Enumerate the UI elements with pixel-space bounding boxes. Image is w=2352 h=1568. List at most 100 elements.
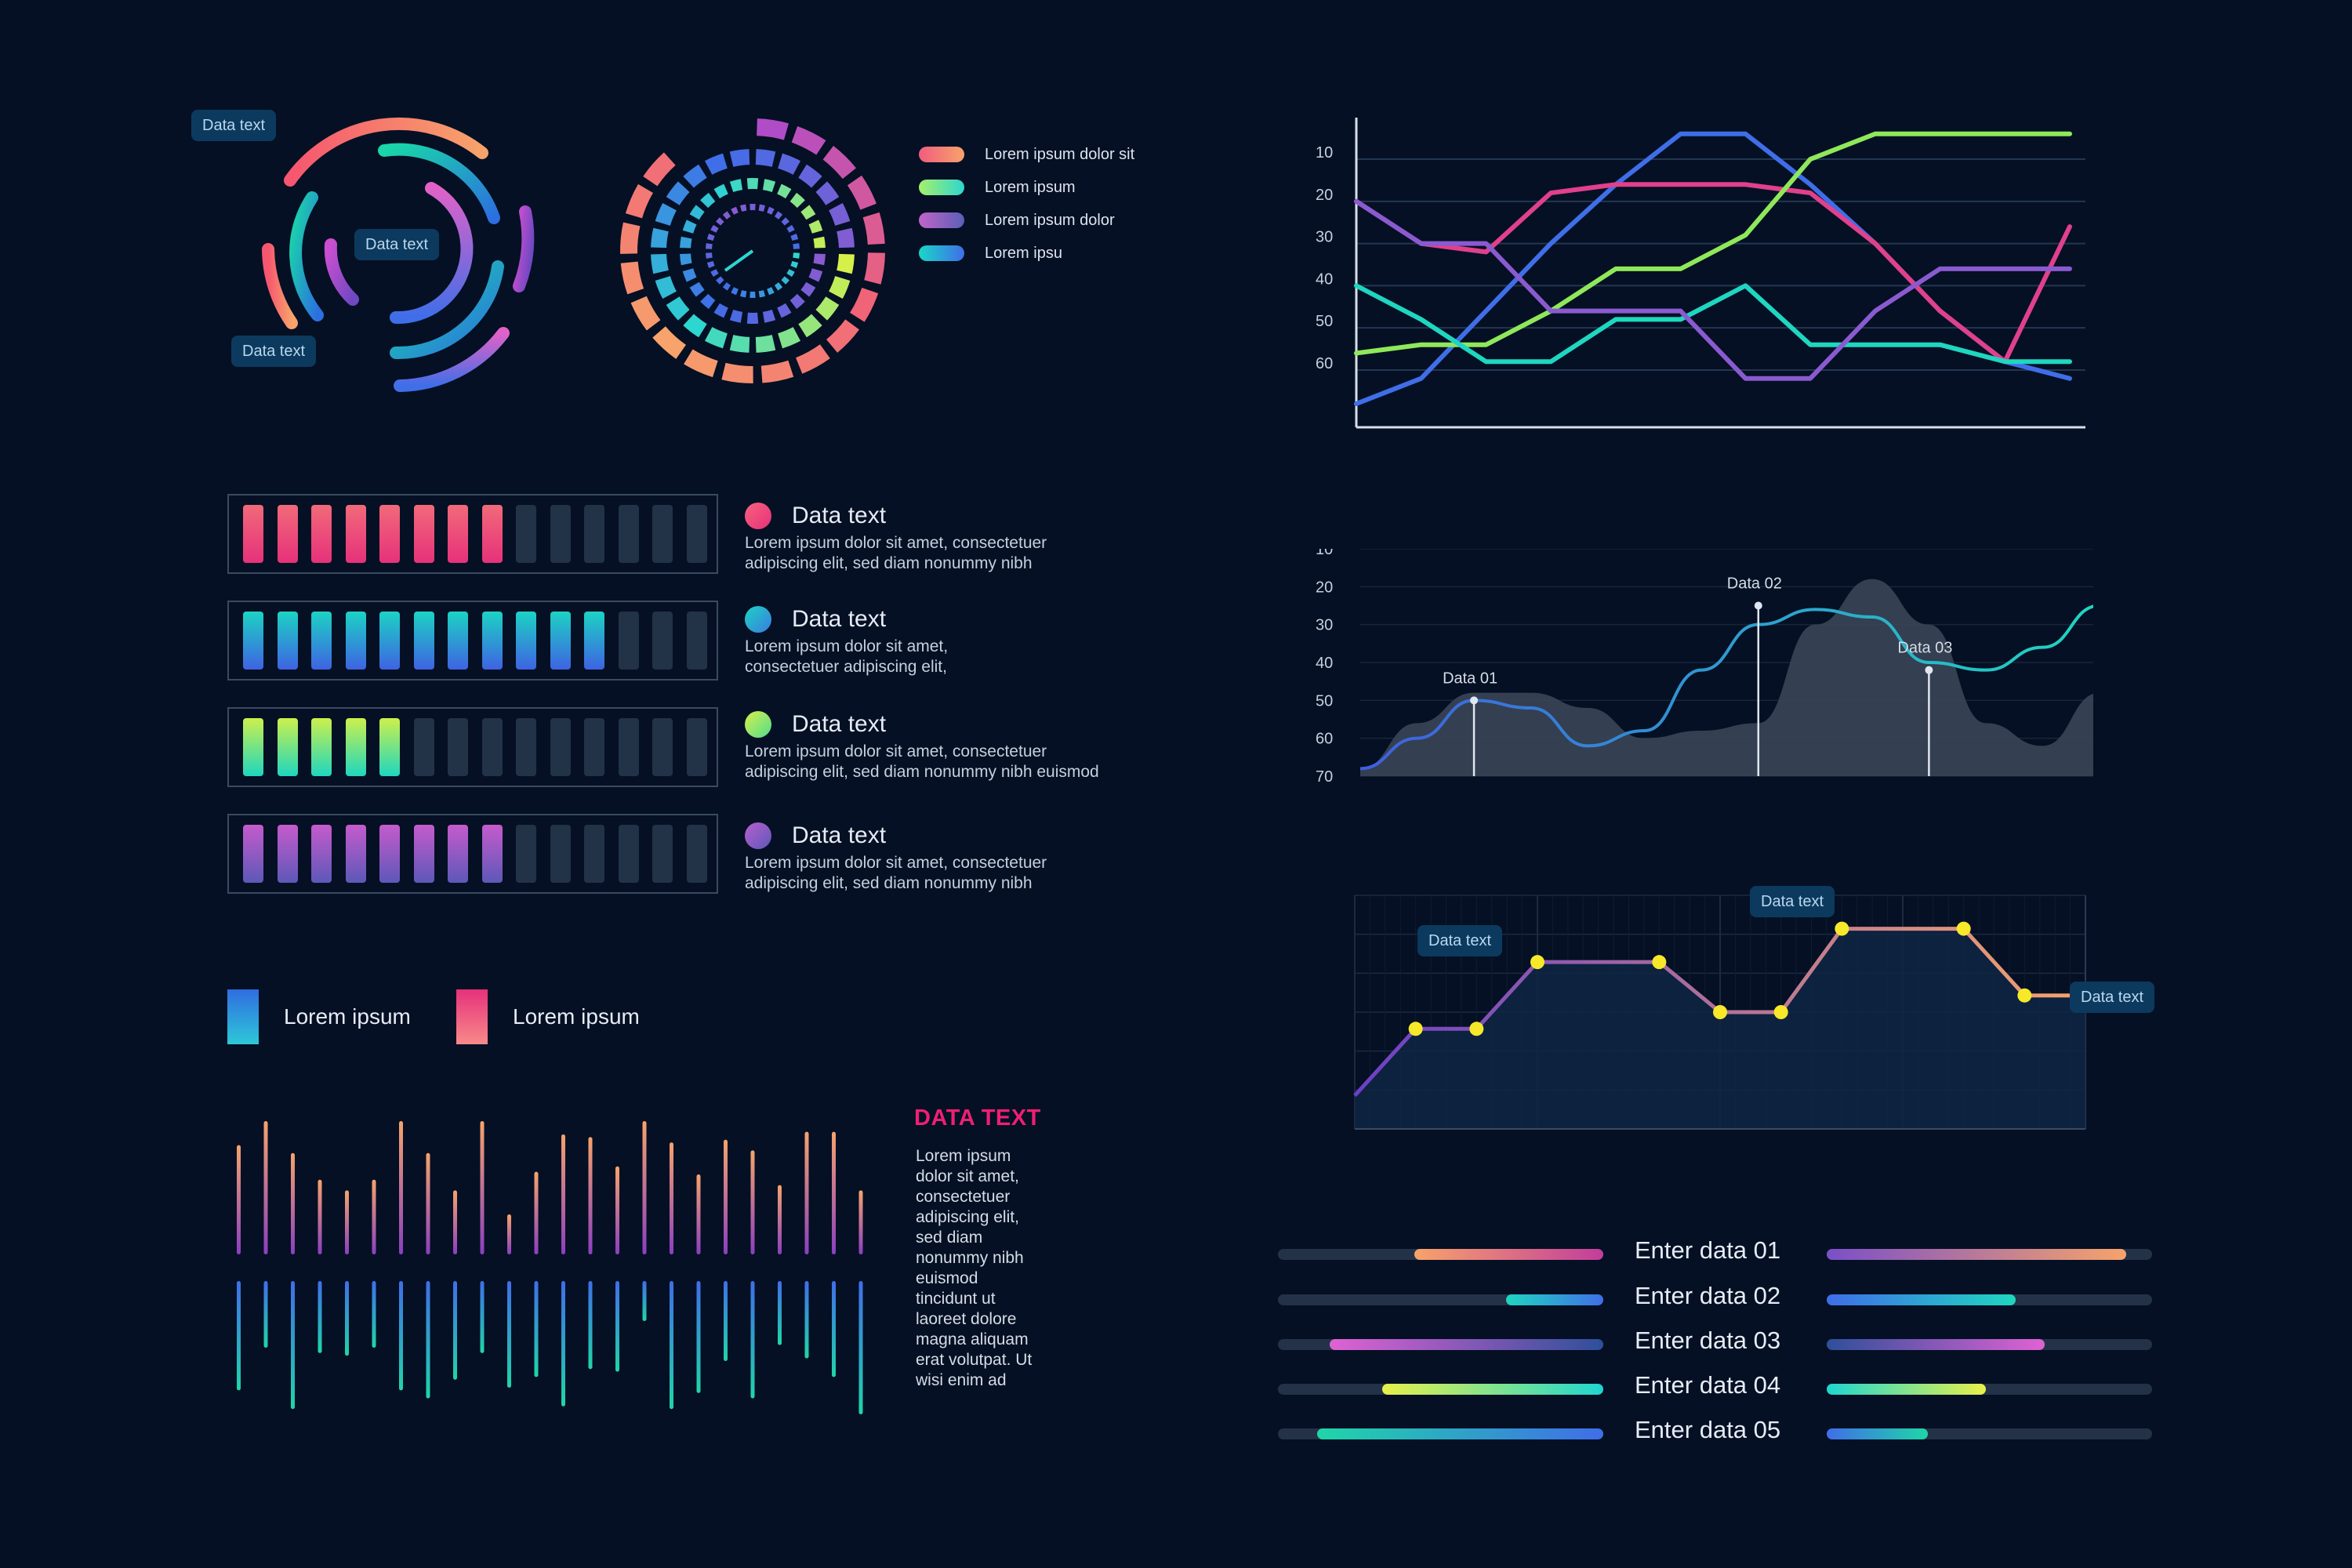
meter-segment [379, 825, 400, 883]
meter-segment [448, 505, 468, 563]
meter-segment [618, 825, 639, 883]
lower-bar [291, 1281, 295, 1410]
upper-bar [561, 1134, 565, 1254]
donut-segment [655, 275, 677, 299]
data-text-title: Data text [792, 822, 887, 848]
meter-segment [652, 825, 673, 883]
meter-segment [379, 718, 400, 776]
area-line-chart: 10 20 30 40 50 60 70 Data 01 Data 02 Data 03 [1316, 549, 2093, 786]
left-fill [1316, 1428, 1603, 1439]
upper-bar [724, 1139, 728, 1254]
donut-segment [762, 179, 776, 193]
lower-bar [399, 1281, 403, 1391]
donut-segment [777, 327, 801, 349]
lower-bar [804, 1281, 809, 1359]
y-tick-label: 30 [1316, 617, 1333, 634]
meter-segment [686, 612, 707, 670]
donut-segment [864, 252, 885, 285]
step-marker [1408, 1022, 1423, 1036]
upper-bar [318, 1179, 322, 1254]
donut-segment [739, 290, 747, 298]
radial-arc-inner-left [324, 238, 359, 306]
donut-segment [716, 217, 724, 226]
legend-label: Lorem ipsum dolor sit [985, 145, 1135, 163]
donut-segment [630, 296, 661, 331]
donut-segment [781, 217, 789, 226]
donut-segment [790, 260, 799, 268]
line-series-4 [1354, 283, 2072, 365]
meter-segment [413, 718, 434, 776]
donut-segment [710, 269, 719, 278]
meter-segment [618, 612, 639, 670]
lower-bar [778, 1281, 782, 1345]
donut-segment [795, 344, 830, 374]
meter-segment [652, 612, 673, 670]
step-marker [1713, 1005, 1727, 1019]
upper-bar [507, 1214, 511, 1254]
y-tick-label: 30 [1316, 229, 1333, 246]
annotation-label: Data 02 [1727, 575, 1782, 593]
meter-segment [618, 718, 639, 776]
annotation-point [1470, 696, 1479, 705]
meter-segment [448, 612, 468, 670]
meter-segment [277, 825, 298, 883]
left-fill [1330, 1339, 1603, 1350]
radial-arc-inner-right [390, 182, 474, 325]
donut-segment [813, 236, 826, 249]
lower-bar [507, 1281, 511, 1388]
y-tick-label: 60 [1316, 731, 1333, 748]
multi-line-chart: 10 20 30 40 50 60 [1316, 118, 2085, 429]
meter-segment [413, 612, 434, 670]
status-dot [745, 503, 771, 529]
data-text-block-3: Data text Lorem ipsum dolor sit amet, co… [745, 709, 1184, 782]
meter-segment [686, 505, 707, 563]
upper-bar [804, 1131, 809, 1254]
upper-bar [453, 1190, 457, 1254]
meter-segment [618, 505, 639, 563]
data-text-title: Data text [792, 606, 887, 632]
donut-segment [682, 220, 697, 234]
upper-bar [858, 1190, 863, 1254]
meter-segment [277, 612, 298, 670]
meter-segment [243, 825, 263, 883]
donut-segment [800, 281, 816, 297]
meter-segment [345, 825, 366, 883]
left-fill [1381, 1384, 1603, 1395]
upper-bar [642, 1121, 647, 1254]
donut-segment [767, 206, 775, 215]
donut-segment [680, 236, 692, 249]
meter-segment [243, 612, 263, 670]
meter-segment [413, 825, 434, 883]
data-text-block-4: Data text Lorem ipsum dolor sit amet, co… [745, 820, 1184, 894]
lower-bar [345, 1281, 349, 1356]
donut-segment [800, 205, 816, 220]
y-tick-label: 50 [1316, 692, 1333, 710]
radial-arc-mid-top [378, 143, 500, 224]
step-callout-1: Data text [1417, 925, 1503, 956]
upper-bar [670, 1142, 673, 1254]
annotation-label: Data 01 [1443, 670, 1497, 687]
legend-swatch [227, 989, 259, 1044]
donut-segment [729, 149, 750, 167]
lower-bar [858, 1281, 863, 1414]
step-line-chart [1353, 895, 2086, 1130]
lower-bar [561, 1281, 565, 1406]
donut-segment [689, 281, 705, 297]
donut-segment [829, 275, 851, 299]
donut-segment [689, 205, 705, 220]
donut-segment [791, 125, 826, 155]
donut-segment [652, 326, 687, 359]
meter-segment [481, 718, 503, 776]
meter-segment [277, 505, 298, 563]
donut-segment [813, 253, 826, 266]
meter-segment [584, 505, 604, 563]
donut-segment [713, 303, 728, 318]
meter-segment [516, 505, 536, 563]
enter-data-label: Enter data 03 [1635, 1327, 1781, 1354]
left-fill [1505, 1294, 1603, 1305]
donut-segment [774, 211, 783, 220]
step-marker [1652, 955, 1667, 970]
donut-segment [682, 268, 697, 282]
lower-bar [615, 1281, 619, 1372]
step-marker [1773, 1005, 1788, 1019]
